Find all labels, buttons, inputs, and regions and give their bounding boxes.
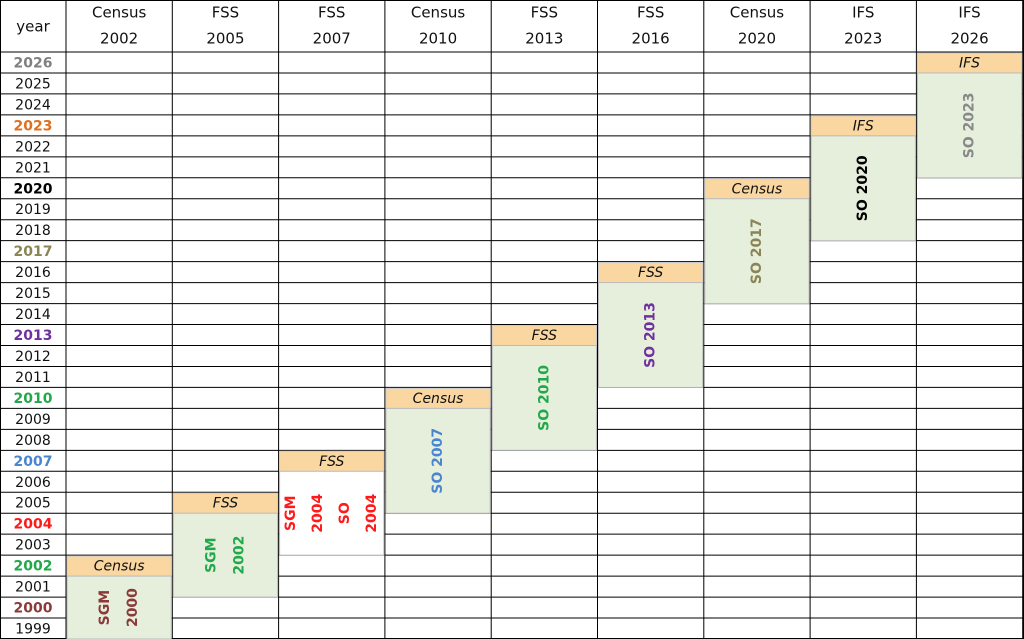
column-name: IFS	[958, 4, 980, 22]
sample-block	[598, 282, 704, 388]
year-label: 2005	[15, 496, 51, 512]
sample-text: 2004	[310, 493, 326, 532]
survey-label: IFS	[853, 118, 874, 134]
sample-block	[279, 470, 385, 556]
sample-text: SO 2010	[536, 365, 552, 431]
column-year: 2010	[419, 30, 457, 48]
sample-text: 2004	[364, 493, 380, 532]
sample-text: 2002	[231, 536, 247, 575]
year-label: 2017	[14, 244, 53, 260]
sample-block	[172, 512, 279, 598]
year-label: 2015	[15, 286, 51, 302]
column-year: 2005	[206, 30, 244, 48]
sample-text: SGM	[97, 590, 113, 626]
column-name: FSS	[212, 4, 239, 22]
column-name: Census	[730, 4, 785, 22]
sample-text: SO 2020	[855, 155, 871, 221]
column-year: 2013	[525, 30, 563, 48]
column-name: Census	[411, 4, 466, 22]
column-year: 2016	[632, 30, 670, 48]
column-year: 2026	[950, 30, 988, 48]
sample-block	[385, 407, 491, 514]
sample-text: SGM	[283, 495, 299, 531]
column-year: 2023	[844, 30, 882, 48]
year-label: 2021	[15, 160, 51, 176]
year-label: 2014	[15, 307, 51, 323]
sample-text: SO 2007	[430, 428, 446, 494]
column-year: 2002	[100, 30, 138, 48]
year-label: 2020	[14, 181, 53, 197]
year-label: 2001	[15, 580, 51, 596]
sample-block	[491, 345, 598, 451]
year-label: 2010	[14, 391, 53, 407]
year-label: 2004	[14, 517, 53, 533]
survey-label: IFS	[959, 55, 980, 71]
year-label: 2025	[15, 76, 51, 92]
year-label: 2012	[15, 349, 51, 365]
year-label: 2007	[14, 454, 53, 470]
column-name: Census	[92, 4, 147, 22]
year-label: 2009	[15, 412, 51, 428]
sample-text: SO 2023	[962, 92, 978, 158]
year-label: 2022	[15, 139, 51, 155]
year-label: 2006	[15, 475, 51, 491]
year-label: 2000	[14, 601, 53, 617]
sample-block	[916, 72, 1023, 179]
column-name: FSS	[637, 4, 664, 22]
year-header: year	[16, 18, 50, 36]
sample-text: 2000	[125, 588, 141, 627]
sample-text: SO	[337, 502, 353, 524]
year-label: 2011	[15, 370, 51, 386]
sample-text: SGM	[203, 537, 219, 573]
survey-label: Census	[413, 391, 464, 407]
column-name: FSS	[531, 4, 558, 22]
year-label: 2002	[14, 559, 53, 575]
column-year: 2007	[313, 30, 351, 48]
sample-text: SO 2017	[749, 218, 765, 284]
year-label: 2019	[15, 202, 51, 218]
column-year: 2020	[738, 30, 776, 48]
year-label: 2023	[14, 118, 53, 134]
year-label: 2026	[14, 55, 53, 71]
sample-block	[704, 198, 810, 305]
year-label: 2016	[15, 265, 51, 281]
survey-label: FSS	[638, 265, 663, 281]
survey-label: FSS	[213, 496, 238, 512]
survey-label: FSS	[319, 454, 344, 470]
year-label: 1999	[15, 622, 51, 638]
sample-text: SO 2013	[643, 302, 659, 368]
survey-label: Census	[732, 181, 783, 197]
year-label: 2008	[15, 433, 51, 449]
year-label: 2024	[15, 97, 51, 113]
column-name: FSS	[318, 4, 345, 22]
year-label: 2018	[15, 223, 51, 239]
column-name: IFS	[852, 4, 874, 22]
sample-block	[66, 575, 172, 639]
survey-label: Census	[94, 559, 145, 575]
sample-block	[810, 135, 916, 242]
survey-label: FSS	[532, 328, 557, 344]
year-label: 2013	[14, 328, 53, 344]
year-label: 2003	[15, 538, 51, 554]
